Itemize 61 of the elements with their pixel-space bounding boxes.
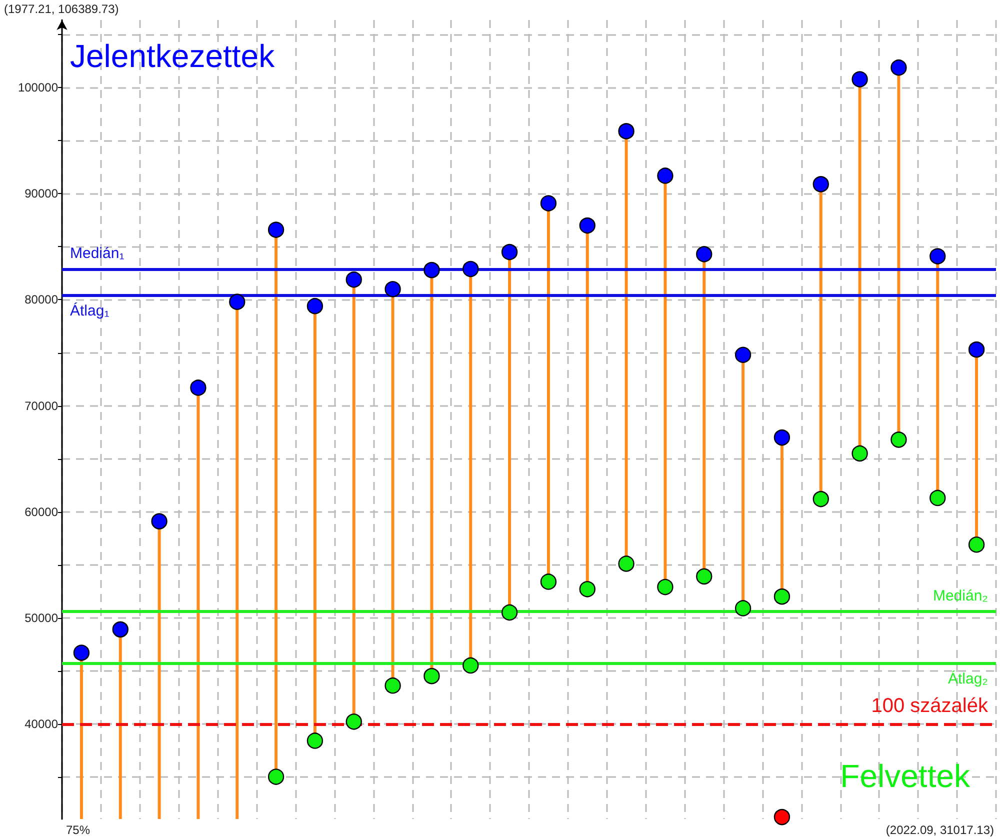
point — [852, 445, 868, 462]
point — [812, 176, 829, 192]
point — [930, 490, 946, 506]
ref-line-label: Medián₁ — [70, 245, 124, 262]
point — [734, 346, 752, 363]
point — [540, 195, 557, 212]
ref-line-label: Medián₂ — [932, 587, 988, 604]
point — [968, 341, 985, 358]
point — [579, 581, 596, 598]
point — [346, 272, 362, 288]
point — [734, 600, 752, 616]
point — [73, 644, 90, 661]
y-tick-label: 60000 — [24, 504, 58, 519]
point — [890, 432, 907, 448]
y-tick-label: 80000 — [24, 292, 58, 307]
point — [112, 621, 128, 638]
y-tick-label: 40000 — [24, 716, 58, 731]
point — [501, 244, 518, 260]
point — [424, 262, 440, 278]
point — [190, 380, 206, 396]
point — [306, 298, 324, 314]
point — [268, 768, 284, 785]
point — [306, 732, 324, 749]
point — [618, 556, 634, 572]
ref-line-label: 100 százalék — [871, 694, 989, 717]
point — [774, 588, 790, 605]
point — [618, 123, 634, 140]
point — [890, 60, 907, 76]
point — [424, 668, 440, 684]
point — [346, 714, 362, 730]
point — [151, 513, 168, 530]
point — [657, 168, 674, 184]
ref-line-label: Átlag₁ — [70, 302, 110, 320]
y-tick-label: 100000 — [18, 80, 58, 95]
point — [812, 490, 829, 508]
point — [579, 217, 596, 234]
point — [968, 536, 985, 553]
y-tick-label: 50000 — [24, 610, 58, 625]
point — [774, 808, 790, 826]
text: (1977.21, 106389.73) — [4, 2, 119, 16]
point — [501, 604, 518, 621]
point — [696, 568, 712, 585]
point — [540, 574, 557, 590]
point — [229, 294, 246, 310]
point — [930, 248, 946, 264]
y-tick-label: 90000 — [24, 186, 58, 201]
point — [696, 246, 712, 262]
point — [384, 678, 401, 694]
text: 75% — [66, 823, 90, 837]
text: Jelentkezettek — [70, 38, 276, 74]
text: Felvettek — [840, 758, 971, 794]
y-tick-label: 70000 — [24, 398, 58, 413]
point — [657, 578, 674, 596]
point — [268, 222, 284, 238]
point — [462, 657, 479, 674]
point — [774, 429, 790, 446]
point — [384, 281, 401, 298]
ref-line-label: Átlag₂ — [948, 669, 988, 688]
text: (2022.09, 31017.13) — [886, 823, 994, 837]
point — [462, 260, 479, 278]
point — [852, 71, 868, 88]
